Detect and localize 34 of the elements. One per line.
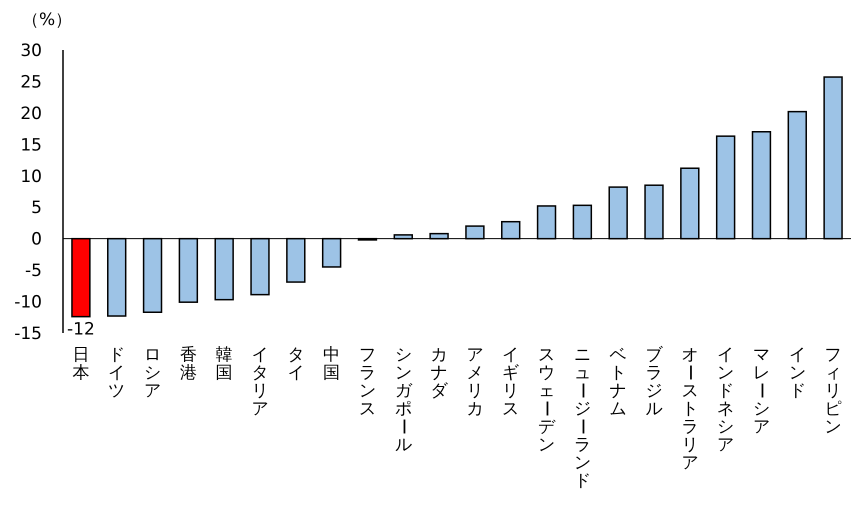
y-tick-label: 10	[20, 166, 42, 187]
y-tick-label: -15	[14, 324, 42, 344]
x-tick-label: シンガポール	[392, 345, 413, 455]
x-tick-label: 中国	[323, 345, 340, 383]
x-tick-label: 香港	[180, 345, 197, 383]
x-tick-label: アメリカ	[466, 345, 484, 419]
y-tick-label: 25	[20, 72, 42, 92]
x-tick-label: インド	[788, 345, 806, 401]
y-tick-label: 5	[31, 198, 42, 218]
x-tick-label: インドネシア	[717, 345, 734, 455]
x-tick-label: フランス	[358, 345, 376, 419]
x-tick-label: タイ	[287, 345, 304, 383]
x-tick-label: フィリピン	[824, 345, 842, 437]
x-tick-label: ドイツ	[108, 345, 126, 401]
x-tick-label: イギリス	[502, 345, 520, 419]
y-tick-label: 20	[20, 104, 42, 124]
y-tick-label: 0	[31, 230, 42, 250]
data-label: -12	[67, 320, 95, 340]
y-tick-label: 30	[20, 41, 42, 61]
x-tick-label: スウェーデン	[536, 345, 556, 455]
x-tick-label: 日本	[72, 345, 90, 383]
y-tick-label: -5	[25, 261, 42, 282]
x-tick-label: ベトナム	[610, 345, 627, 419]
x-tick-label: ロシア	[144, 345, 162, 401]
x-tick-label: ブラジル	[646, 345, 664, 419]
x-tick-label: オーストラリア	[679, 345, 700, 473]
x-tick-label: カナダ	[430, 345, 449, 401]
y-tick-label: -10	[14, 292, 42, 313]
x-tick-label: 韓国	[216, 345, 233, 383]
x-tick-label: イタリア	[252, 345, 268, 419]
x-tick-label: ニュージーランド	[572, 345, 592, 491]
y-axis-title: （%）	[22, 10, 72, 30]
y-tick-label: 15	[20, 135, 42, 156]
x-tick-label: マレーシア	[750, 345, 771, 437]
